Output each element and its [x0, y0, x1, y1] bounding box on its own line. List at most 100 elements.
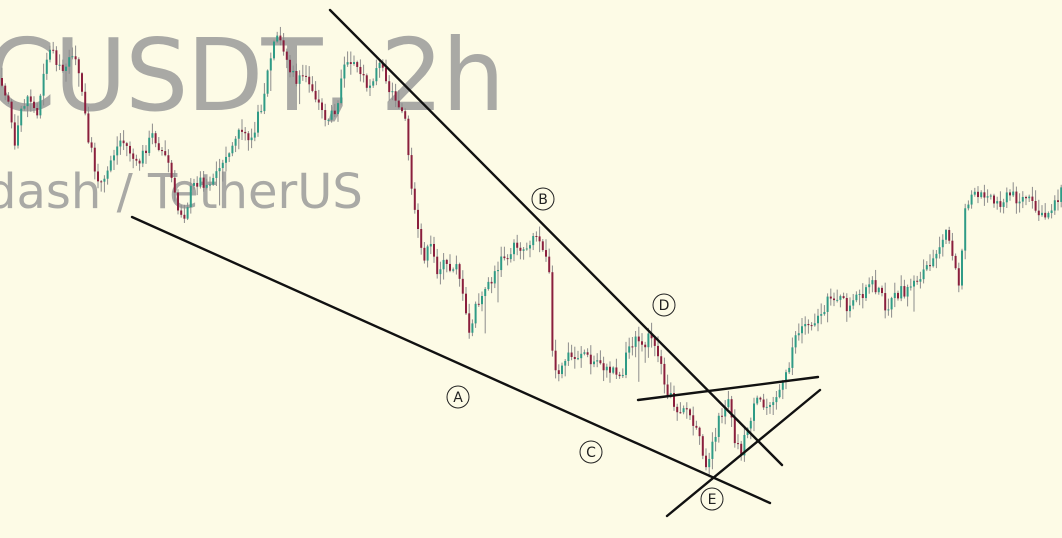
candle-body-191 — [612, 367, 615, 373]
candle-body-266 — [852, 300, 855, 306]
candle-body-215 — [689, 409, 691, 416]
upper-trendline-B-D[interactable] — [328, 8, 784, 467]
candle-body-270 — [865, 287, 867, 299]
wave-label-text: E — [708, 492, 717, 508]
candle-body-133 — [426, 246, 429, 261]
wave-label-d[interactable]: D — [652, 293, 676, 317]
wave-label-circle — [579, 440, 603, 464]
candle-body-282 — [903, 286, 906, 297]
candle-body-121 — [388, 81, 391, 93]
candle-body-163 — [522, 249, 525, 251]
candle-body-88 — [282, 40, 285, 52]
candle-body-268 — [858, 293, 861, 295]
candle-body-230 — [737, 443, 739, 445]
candle-body-197 — [631, 346, 634, 348]
candle-body-277 — [887, 309, 890, 311]
wave-label-circle — [700, 487, 724, 511]
candle-body-149 — [477, 303, 480, 305]
candle-body-314 — [1005, 192, 1008, 203]
candle-body-94 — [301, 75, 304, 77]
candle-body-179 — [573, 356, 576, 360]
candle-body-258 — [826, 296, 829, 312]
candle-body-186 — [596, 360, 599, 362]
candle-body-216 — [692, 415, 695, 426]
candle-body-188 — [602, 363, 605, 371]
candle-body-317 — [1015, 191, 1018, 204]
lower-trendline-A-C-E[interactable] — [130, 215, 772, 505]
candle-body-4 — [13, 122, 16, 146]
candle-body-294 — [941, 239, 944, 248]
candle-body-193 — [618, 374, 621, 377]
candle-body-76 — [244, 131, 247, 134]
candle-body-328 — [1050, 210, 1053, 214]
candle-body-248 — [794, 335, 797, 348]
wave-label-c[interactable]: C — [579, 440, 603, 464]
candle-body-24 — [77, 59, 80, 74]
candle-body-119 — [381, 62, 384, 68]
candle-body-297 — [951, 240, 954, 256]
candle-body-207 — [663, 363, 666, 385]
candle-body-164 — [525, 248, 528, 250]
candle-body-192 — [615, 367, 618, 375]
candle-body-44 — [141, 150, 144, 164]
candle-body-287 — [919, 279, 922, 282]
candle-body-310 — [993, 195, 995, 204]
candle-body-124 — [397, 100, 400, 108]
candle-body-20 — [65, 66, 67, 71]
candle-body-292 — [935, 253, 938, 259]
candle-body-265 — [849, 305, 851, 312]
candle-body-313 — [1002, 202, 1005, 207]
wave-label-b[interactable]: B — [531, 187, 555, 211]
candle-body-15 — [49, 49, 51, 60]
candle-body-223 — [714, 436, 717, 442]
candle-body-181 — [580, 353, 583, 359]
candle-body-289 — [925, 265, 928, 270]
candle-body-263 — [842, 296, 845, 298]
candle-body-125 — [401, 107, 403, 112]
candle-body-283 — [906, 286, 909, 297]
candle-body-232 — [743, 434, 746, 456]
wave-label-a[interactable]: A — [446, 385, 470, 409]
candle-body-205 — [657, 345, 659, 357]
candle-body-320 — [1025, 196, 1027, 199]
candle-body-45 — [145, 150, 147, 154]
candle-body-293 — [938, 247, 941, 254]
candle-body-112 — [359, 66, 362, 75]
candle-body-16 — [52, 49, 55, 51]
candle-body-309 — [989, 195, 992, 197]
wave-label-circle — [531, 187, 555, 211]
candle-body-318 — [1018, 201, 1021, 204]
candle-body-162 — [519, 247, 522, 251]
candle-body-95 — [305, 75, 307, 77]
candle-body-79 — [253, 132, 256, 138]
wave-labels-layer: A B C D E — [446, 187, 724, 511]
candle-body-227 — [727, 399, 730, 408]
candle-body-182 — [583, 352, 586, 354]
candle-body-299 — [957, 268, 960, 286]
candle-body-155 — [497, 270, 499, 272]
candle-body-176 — [564, 361, 567, 366]
candle-body-157 — [503, 256, 506, 259]
triangle-top-line[interactable] — [636, 375, 820, 402]
triangle-bottom-line[interactable] — [665, 388, 822, 518]
candle-body-65 — [209, 184, 211, 186]
candle-body-271 — [868, 284, 871, 288]
candle-body-97 — [311, 84, 314, 91]
candle-body-109 — [349, 62, 352, 65]
candle-body-220 — [705, 455, 707, 468]
candle-body-2 — [7, 95, 10, 102]
candle-body-40 — [129, 145, 131, 154]
candle-body-139 — [445, 259, 448, 264]
candle-body-267 — [855, 294, 858, 301]
candle-body-143 — [458, 264, 461, 279]
candle-body-135 — [433, 243, 435, 257]
candle-body-93 — [298, 75, 301, 84]
candle-body-84 — [269, 58, 272, 71]
candle-body-108 — [346, 62, 349, 65]
wave-label-e[interactable]: E — [700, 487, 724, 511]
candle-body-211 — [676, 406, 679, 413]
candle-body-213 — [682, 408, 685, 413]
candle-body-255 — [817, 315, 819, 324]
